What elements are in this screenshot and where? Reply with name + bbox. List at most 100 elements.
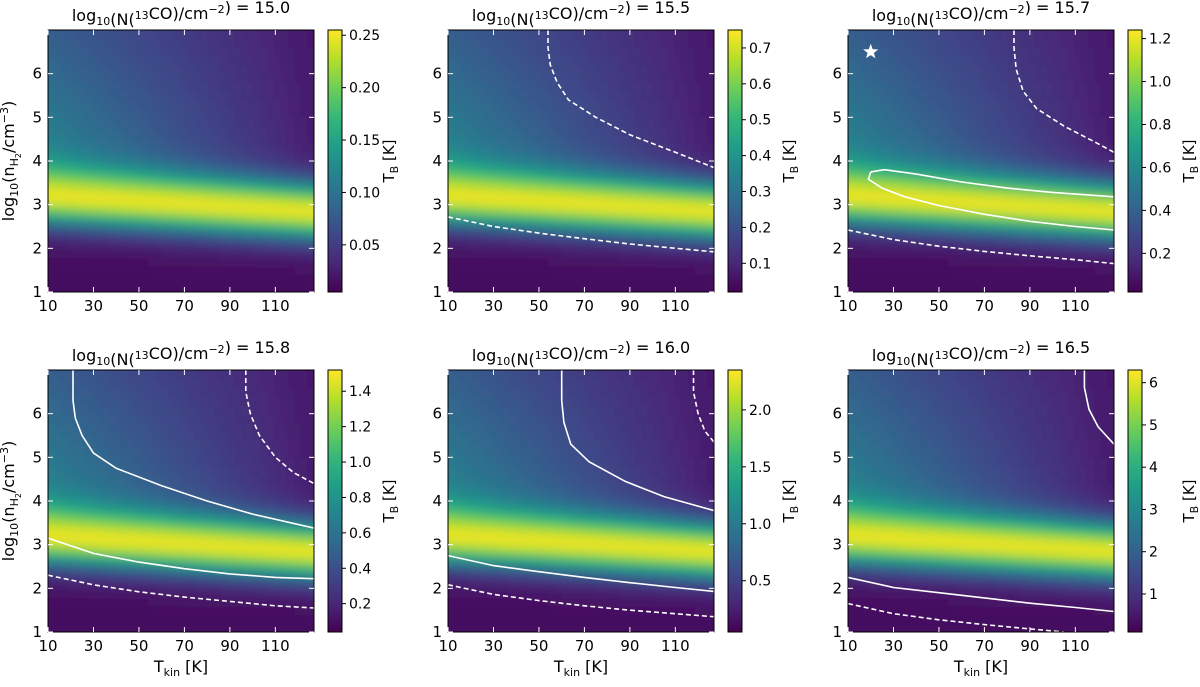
y-tick-label: 1 [832,283,842,301]
x-tick-label: 30 [884,637,903,655]
x-tick-label: 110 [661,297,690,315]
x-tick-label: 50 [529,297,548,315]
x-tick-label: 30 [884,297,903,315]
colorbar-tick-label: 0.8 [1149,117,1171,133]
x-tick-label: 90 [220,297,239,315]
y-tick-label: 1 [32,623,42,641]
y-tick-label: 4 [32,492,42,510]
x-tick-label: 30 [484,297,503,315]
x-tick-label: 90 [1020,297,1039,315]
colorbar-tick-label: 1.0 [749,517,771,533]
x-axis-label: Tkin [K] [953,657,1008,679]
y-tick-label: 1 [832,623,842,641]
y-tick-label: 2 [832,579,842,597]
colorbar-tick-label: 4 [1149,460,1158,476]
colorbar-tick-label: 0.5 [749,574,771,590]
colorbar-tick-label: 2 [1149,545,1158,561]
y-tick-label: 3 [32,536,42,554]
colorbar-tick-label: 0.5 [749,113,771,129]
x-tick-label: 70 [575,637,594,655]
heatmap-image [835,353,1128,651]
y-tick-label: 2 [832,239,842,257]
x-tick-label: 110 [261,637,290,655]
colorbar-tick-label: 0.7 [749,41,771,57]
y-tick-label: 3 [832,196,842,214]
y-tick-label: 2 [32,239,42,257]
colorbar-tick-label: 3 [1149,502,1158,518]
x-tick-label: 110 [1061,637,1090,655]
y-tick-label: 5 [32,108,42,126]
colorbar [1128,370,1142,632]
colorbar-tick-label: 0.2 [349,597,371,613]
colorbar-tick-label: 0.8 [349,490,371,506]
colorbar-tick-label: 0.4 [349,561,371,577]
colorbar-tick-label: 1.0 [1149,75,1171,91]
colorbar [328,370,342,632]
x-tick-label: 90 [620,297,639,315]
colorbar-tick-label: 1.0 [349,455,371,471]
colorbar-tick-label: 0.4 [1149,203,1171,219]
y-tick-label: 1 [432,623,442,641]
y-tick-label: 5 [832,108,842,126]
colorbar-tick-label: 0.20 [349,81,380,97]
colorbar-tick-label: 1.2 [349,420,371,436]
colorbar-tick-label: 0.2 [749,220,771,236]
colorbar-tick-label: 2.0 [749,403,771,419]
x-axis-label: Tkin [K] [553,657,608,679]
colorbar-label: TB [K] [780,479,801,523]
colorbar [328,30,342,292]
x-tick-label: 70 [175,297,194,315]
y-tick-label: 6 [432,65,442,83]
y-tick-label: 3 [432,536,442,554]
colorbar-label: TB [K] [380,479,401,523]
panel-title: log10(N(13CO)/cm−2) = 16.0 [472,338,690,369]
x-tick-label: 50 [929,297,948,315]
colorbar-tick-label: 0.2 [1149,246,1171,262]
x-tick-label: 50 [529,637,548,655]
x-tick-label: 110 [261,297,290,315]
y-tick-label: 1 [32,283,42,301]
y-tick-label: 2 [432,579,442,597]
colorbar-tick-label: 6 [1149,376,1158,392]
y-tick-label: 4 [432,492,442,510]
y-axis-label: log10(nH2/cm−3) [0,441,23,561]
y-tick-label: 2 [432,239,442,257]
y-tick-label: 6 [432,405,442,423]
colorbar-tick-label: 1.4 [349,384,371,400]
y-axis-label: log10(nH2/cm−3) [0,101,23,221]
x-tick-label: 70 [575,297,594,315]
y-tick-label: 4 [832,492,842,510]
x-tick-label: 90 [220,637,239,655]
colorbar-tick-label: 0.10 [349,185,380,201]
heatmap-image [35,13,328,311]
panel-title: log10(N(13CO)/cm−2) = 15.7 [872,0,1090,29]
colorbar-tick-label: 0.6 [1149,160,1171,176]
y-tick-label: 6 [32,65,42,83]
colorbar-tick-label: 1.5 [749,460,771,476]
y-tick-label: 5 [432,108,442,126]
y-tick-label: 6 [32,405,42,423]
colorbar-label: TB [K] [780,139,801,183]
x-tick-label: 110 [1061,297,1090,315]
colorbar-tick-label: 0.3 [749,185,771,201]
y-tick-label: 6 [832,405,842,423]
y-tick-label: 6 [832,65,842,83]
colorbar [728,30,742,292]
panel-title: log10(N(13CO)/cm−2) = 16.5 [872,338,1090,369]
y-tick-label: 5 [832,448,842,466]
panel-title: log10(N(13CO)/cm−2) = 15.0 [72,0,290,29]
y-tick-label: 5 [432,448,442,466]
colorbar-tick-label: 5 [1149,418,1158,434]
x-tick-label: 50 [129,297,148,315]
x-tick-label: 70 [175,637,194,655]
heatmap-image [435,353,728,651]
x-tick-label: 30 [84,637,103,655]
